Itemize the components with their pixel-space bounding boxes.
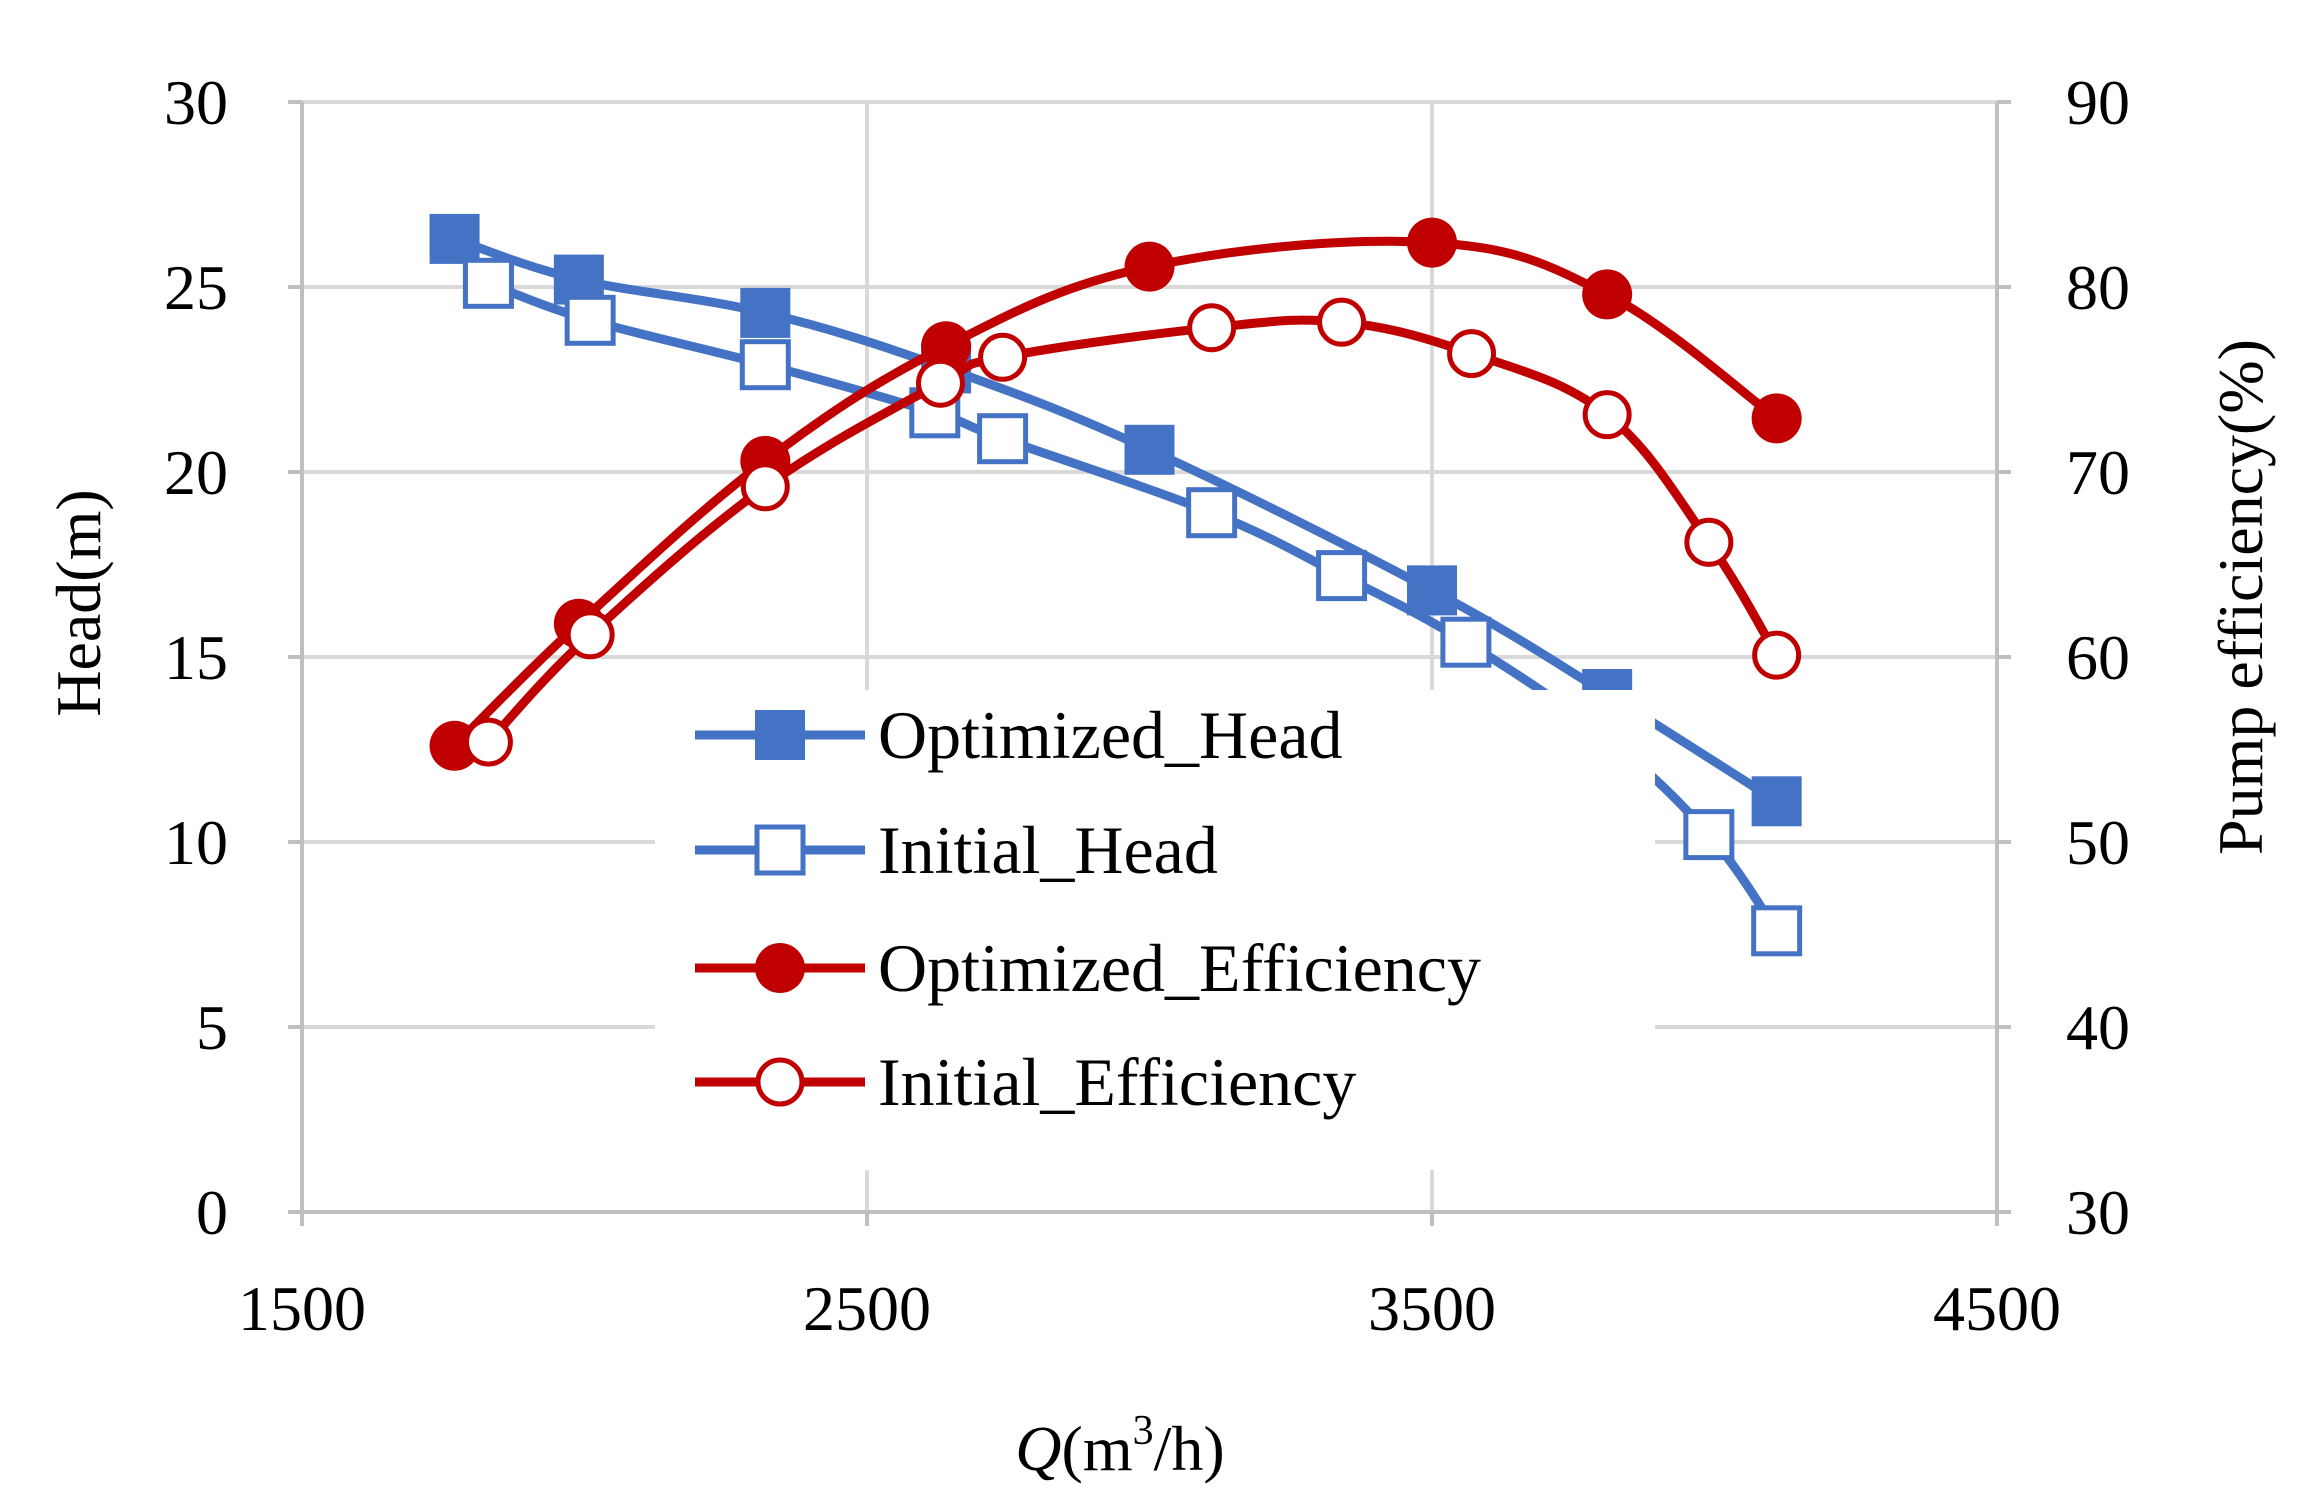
- data-point: [1582, 269, 1633, 320]
- data-point: [1683, 809, 1735, 861]
- data-point: [1751, 905, 1803, 957]
- legend-item-optimized-head: Optimized_Head: [695, 697, 1343, 773]
- y-right-tick-label: 30: [2066, 1177, 2130, 1248]
- legend-label-initial-efficiency: Initial_Efficiency: [878, 1044, 1356, 1120]
- series-line: [483, 315, 1782, 747]
- legend: Optimized_Head Initial_Head Optimized_Ef…: [655, 690, 1655, 1170]
- series-line: [450, 236, 1782, 751]
- data-point: [429, 213, 480, 264]
- y-left-axis-title: Head(m): [43, 489, 114, 716]
- x-axis-title: Q(m3/h): [1015, 1408, 1224, 1484]
- data-point: [1316, 550, 1368, 602]
- data-point: [1187, 303, 1237, 353]
- legend-marker-circle-open: [755, 1057, 805, 1107]
- data-point: [740, 287, 791, 338]
- x-tick-label: 3500: [1368, 1273, 1496, 1344]
- y-left-tick-label: 25: [164, 252, 228, 323]
- legend-item-initial-efficiency: Initial_Efficiency: [695, 1044, 1356, 1120]
- data-point: [1124, 424, 1175, 475]
- data-point: [463, 717, 513, 767]
- legend-label-optimized-head: Optimized_Head: [878, 697, 1343, 773]
- series-optimized-head: [429, 213, 1802, 827]
- legend-item-initial-head: Initial_Head: [695, 812, 1218, 888]
- data-point: [462, 257, 514, 309]
- data-point: [1440, 616, 1492, 668]
- data-point: [1407, 217, 1457, 268]
- y-right-axis-title: Pump efficiency(%): [2205, 339, 2276, 855]
- data-point: [1582, 390, 1632, 440]
- y-right-tick-label: 80: [2066, 252, 2130, 323]
- data-point: [739, 339, 791, 391]
- data-point: [1684, 517, 1734, 567]
- data-point: [921, 321, 972, 372]
- series-initial-efficiency: [463, 297, 1802, 767]
- legend-label-optimized-efficiency: Optimized_Efficiency: [878, 930, 1481, 1006]
- data-point: [564, 294, 616, 346]
- legend-marker-square-filled: [755, 710, 805, 760]
- y-left-tick-label: 0: [196, 1177, 228, 1248]
- y-left-tick-label: 15: [164, 622, 228, 693]
- legend-marker-circle-filled: [755, 943, 805, 993]
- axes: [288, 100, 2011, 1226]
- data-point: [1752, 630, 1802, 680]
- y-right-tick-label: 60: [2066, 622, 2130, 693]
- legend-background: [655, 690, 1655, 1170]
- tick-labels: 1500 2500 3500 4500 0 5 10 15 20 25 30 30 40 50 60 70 80…: [164, 67, 2130, 1344]
- x-tick-label: 1500: [238, 1273, 366, 1344]
- legend-label-initial-head: Initial_Head: [878, 812, 1218, 888]
- data-point: [1124, 241, 1175, 292]
- legend-marker-square-open: [754, 824, 806, 876]
- data-point: [565, 610, 615, 660]
- data-point: [978, 332, 1028, 382]
- y-right-tick-label: 40: [2066, 992, 2130, 1063]
- y-left-tick-label: 30: [164, 67, 228, 138]
- data-point: [1407, 565, 1457, 616]
- data-point: [740, 462, 790, 512]
- data-point: [1186, 487, 1238, 539]
- y-left-tick-label: 5: [196, 992, 228, 1063]
- y-left-tick-label: 10: [164, 807, 228, 878]
- y-right-tick-label: 50: [2066, 807, 2130, 878]
- x-tick-label: 2500: [803, 1273, 931, 1344]
- y-right-tick-label: 90: [2066, 67, 2130, 138]
- data-point: [1447, 329, 1497, 379]
- data-point: [1751, 393, 1802, 444]
- data-point: [1317, 297, 1367, 347]
- y-right-tick-label: 70: [2066, 437, 2130, 508]
- data-point: [1751, 776, 1802, 827]
- legend-item-optimized-efficiency: Optimized_Efficiency: [695, 930, 1481, 1006]
- data-point: [915, 358, 965, 408]
- y-left-tick-label: 20: [164, 437, 228, 508]
- x-tick-label: 4500: [1933, 1273, 2061, 1344]
- data-point: [977, 413, 1029, 465]
